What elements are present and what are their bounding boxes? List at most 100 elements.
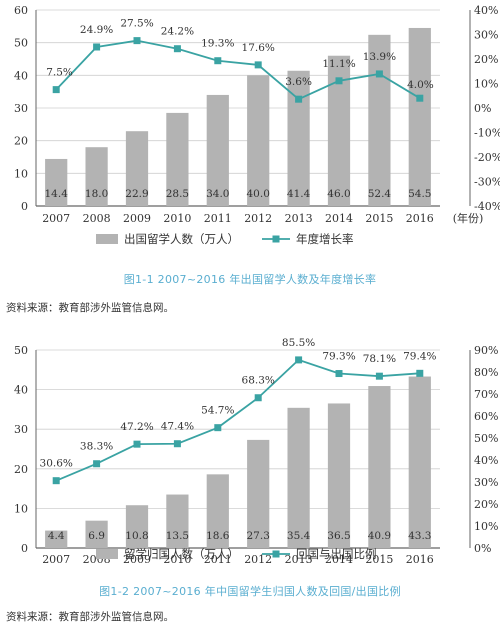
- x-tick-label: 2013: [285, 553, 313, 566]
- legend-bar-swatch: [96, 234, 118, 244]
- bar: [368, 386, 391, 548]
- bar: [85, 520, 108, 548]
- bar-value-label: 34.0: [206, 188, 229, 200]
- x-tick-label: 2014: [325, 553, 353, 566]
- x-tick-label: 2010: [163, 212, 191, 225]
- y-right-tick-label: 40%: [474, 4, 498, 17]
- bar: [247, 75, 270, 206]
- line-point: [52, 477, 60, 485]
- x-tick-label: 2015: [365, 553, 393, 566]
- bar-value-label: 46.0: [327, 188, 350, 200]
- y-left-tick-label: 30: [14, 102, 28, 115]
- line-point: [335, 77, 343, 85]
- y-right-tick-label: -10%: [474, 127, 500, 140]
- bar: [408, 27, 431, 206]
- line-value-label: 17.6%: [242, 42, 275, 54]
- y-right-tick-label: 80%: [474, 366, 498, 379]
- bar-value-label: 41.4: [287, 188, 311, 200]
- y-right-tick-label: 70%: [474, 388, 498, 401]
- line-value-label: 11.1%: [322, 58, 355, 70]
- bar: [408, 376, 431, 548]
- line-point: [133, 37, 141, 45]
- line-value-label: 68.3%: [242, 375, 275, 387]
- bar-value-label: 43.3: [408, 530, 431, 542]
- line-point: [173, 440, 181, 448]
- legend-line-label: 年度增长率: [296, 232, 354, 246]
- line-point: [214, 424, 222, 432]
- line-point: [173, 45, 181, 53]
- line-point: [52, 86, 60, 94]
- line-point: [295, 95, 303, 103]
- x-tick-label: 2007: [42, 212, 70, 225]
- y-right-tick-label: 60%: [474, 410, 498, 423]
- x-tick-label: 2011: [204, 212, 232, 225]
- growth-line: [55, 39, 421, 101]
- line-value-label: 13.9%: [363, 51, 396, 63]
- line-point: [416, 369, 424, 377]
- chart-2-caption: 图1-2 2007~2016 年中国留学生归国人数及回国/出国比例: [99, 585, 401, 598]
- line-value-label: 47.4%: [161, 421, 194, 433]
- bar-value-label: 18.6: [206, 530, 230, 542]
- bar-value-label: 28.5: [166, 188, 189, 200]
- line-point: [254, 61, 262, 69]
- line-value-label: 7.5%: [46, 67, 73, 79]
- bar: [247, 439, 270, 548]
- bar: [125, 505, 149, 548]
- legend-bar-swatch: [96, 549, 118, 559]
- growth-line: [55, 358, 420, 482]
- x-tick-label: 2012: [244, 212, 272, 225]
- chart-1-caption: 图1-1 2007~2016 年出国留学人数及年度增长率: [123, 273, 377, 286]
- x-tick-label: 2016: [406, 553, 434, 566]
- chart-2-source: 资料来源：教育部涉外监管信息网。: [6, 611, 174, 623]
- y-right-tick-label: 10%: [474, 520, 498, 533]
- bar-value-label: 54.5: [408, 188, 431, 200]
- bar: [166, 112, 189, 206]
- y-left-tick-label: 10: [14, 502, 28, 515]
- bar-value-label: 10.8: [125, 530, 148, 542]
- bar-value-label: 22.9: [125, 188, 148, 200]
- bar: [206, 94, 229, 206]
- chart-2: 0 10 20 30 40 50 0% 10% 20% 30% 40% 50% 60% 70% 80% 90%…: [14, 337, 498, 566]
- line-value-label: 27.5%: [120, 18, 153, 30]
- line-point: [133, 440, 141, 448]
- y-right-tick-label: 50%: [474, 432, 498, 445]
- x-unit-label: (年份): [453, 211, 484, 225]
- x-tick-label: 2007: [42, 553, 70, 566]
- y-right-tick-label: -40%: [474, 200, 500, 213]
- y-right-tick-label: -30%: [474, 176, 500, 189]
- bar-value-label: 36.5: [327, 530, 350, 542]
- line-point: [335, 370, 343, 378]
- line-point: [375, 70, 383, 78]
- chart-1-source: 资料来源：教育部涉外监管信息网。: [6, 302, 174, 314]
- y-right-tick-label: 0%: [474, 102, 491, 115]
- y-left-tick-label: 30: [14, 423, 28, 436]
- bar: [125, 131, 149, 206]
- line-value-label: 79.4%: [403, 350, 436, 362]
- y-left-tick-label: 0: [21, 542, 28, 555]
- bar: [85, 147, 108, 206]
- bar-value-label: 13.5: [166, 530, 189, 542]
- y-right-tick-label: 10%: [474, 78, 498, 91]
- y-right-tick-label: 90%: [474, 344, 498, 357]
- bar-value-label: 4.4: [48, 530, 65, 542]
- line-value-label: 47.2%: [120, 421, 153, 433]
- bar: [45, 158, 68, 206]
- y-right-tick-label: -20%: [474, 151, 500, 164]
- legend-line-label: 回国与出国比例: [296, 547, 377, 561]
- line-point: [295, 356, 303, 364]
- x-tick-label: 2015: [365, 212, 393, 225]
- x-tick-label: 2011: [204, 553, 232, 566]
- bar: [327, 403, 351, 548]
- x-tick-label: 2008: [83, 212, 111, 225]
- y-left-tick-label: 20: [14, 463, 28, 476]
- line-value-label: 30.6%: [40, 458, 73, 470]
- chart-1: 0 10 20 30 40 50 60 -40% -30% -20% -10% 0% 10% 20% 30%…: [14, 4, 500, 246]
- line-value-label: 54.7%: [201, 405, 234, 417]
- y-left-tick-label: 20: [14, 135, 28, 148]
- line-value-label: 24.9%: [80, 24, 113, 36]
- x-tick-label: 2009: [123, 212, 151, 225]
- line-point: [214, 57, 222, 65]
- x-tick-label: 2016: [406, 212, 434, 225]
- bar-value-label: 6.9: [88, 530, 105, 542]
- y-left-tick-label: 0: [21, 200, 28, 213]
